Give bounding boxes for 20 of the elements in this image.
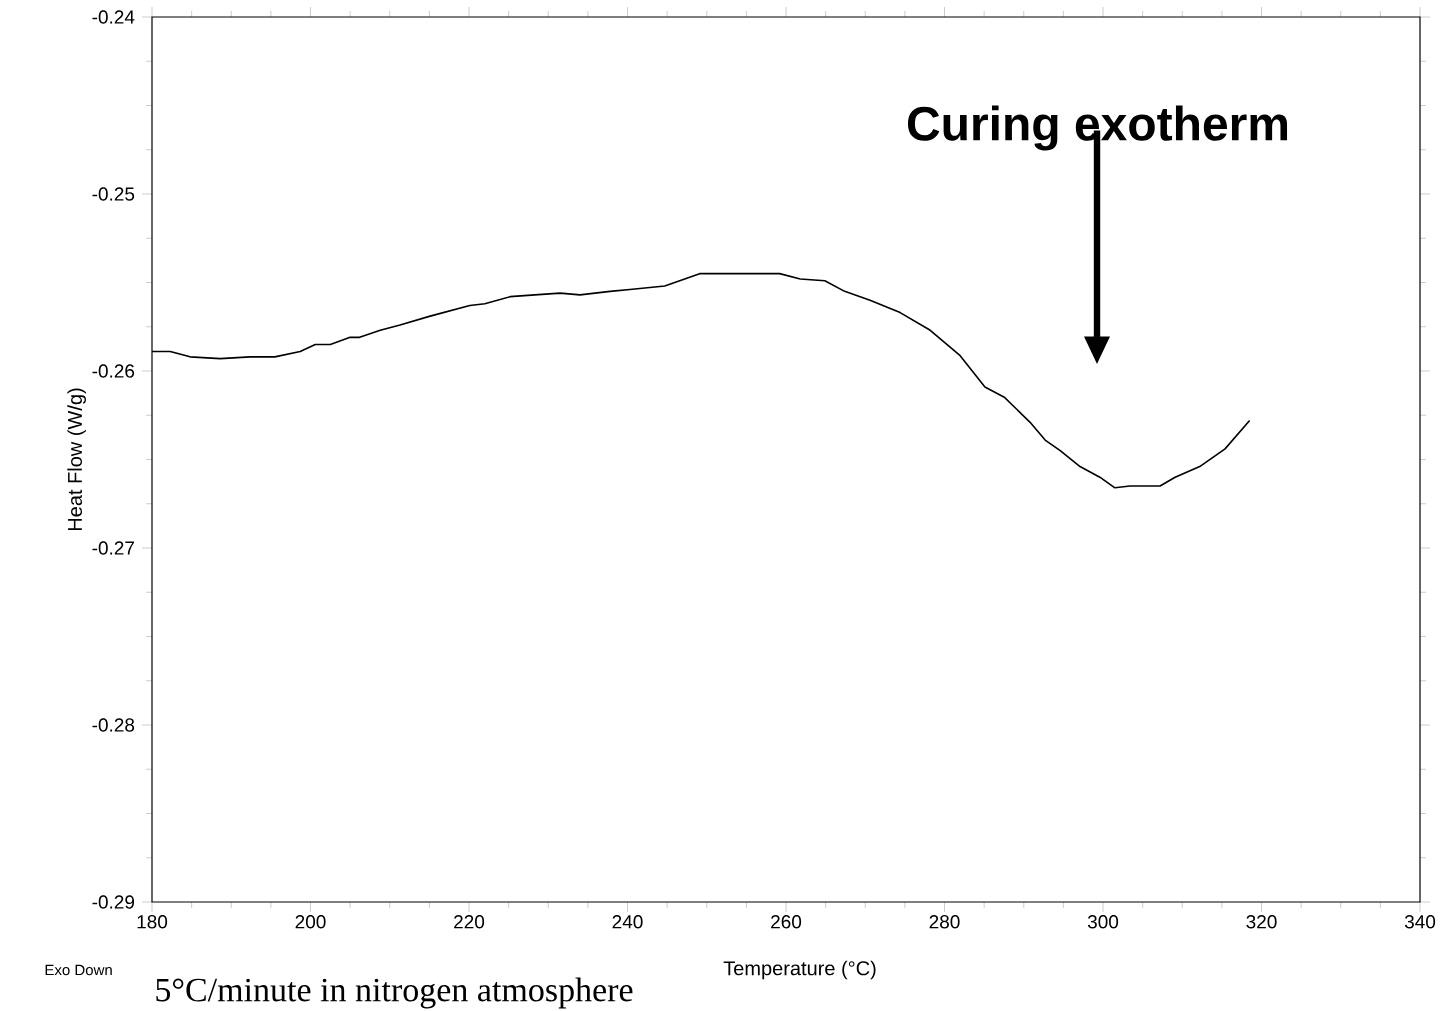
y-tick-label: -0.24 xyxy=(92,10,135,24)
x-tick-label: 300 xyxy=(1087,915,1119,929)
x-axis-title: Temperature (°C) xyxy=(723,960,876,980)
x-tick-label: 260 xyxy=(771,915,802,929)
y-tick-label: -0.25 xyxy=(92,187,135,201)
y-tick-label: -0.28 xyxy=(92,718,135,732)
x-tick-label: 240 xyxy=(612,915,643,929)
y-tick-label: -0.29 xyxy=(92,895,135,909)
y-axis-title: Heat Flow (W/g) xyxy=(67,388,86,531)
text: 5°C/minute in nitrogen atmosphere xyxy=(156,977,633,1009)
y-tick-label: -0.26 xyxy=(92,364,135,378)
x-tick-label: 280 xyxy=(929,915,960,929)
x-tick-label: 180 xyxy=(137,915,168,929)
annotation: Curing exotherm xyxy=(907,105,1288,151)
x-tick-label: 200 xyxy=(295,915,326,929)
x-tick-label: 340 xyxy=(1404,915,1436,929)
x-tick-label: 320 xyxy=(1246,915,1277,929)
text: Exo Down xyxy=(45,964,112,976)
y-tick-label: -0.27 xyxy=(92,541,135,555)
x-tick-label: 220 xyxy=(454,915,485,929)
